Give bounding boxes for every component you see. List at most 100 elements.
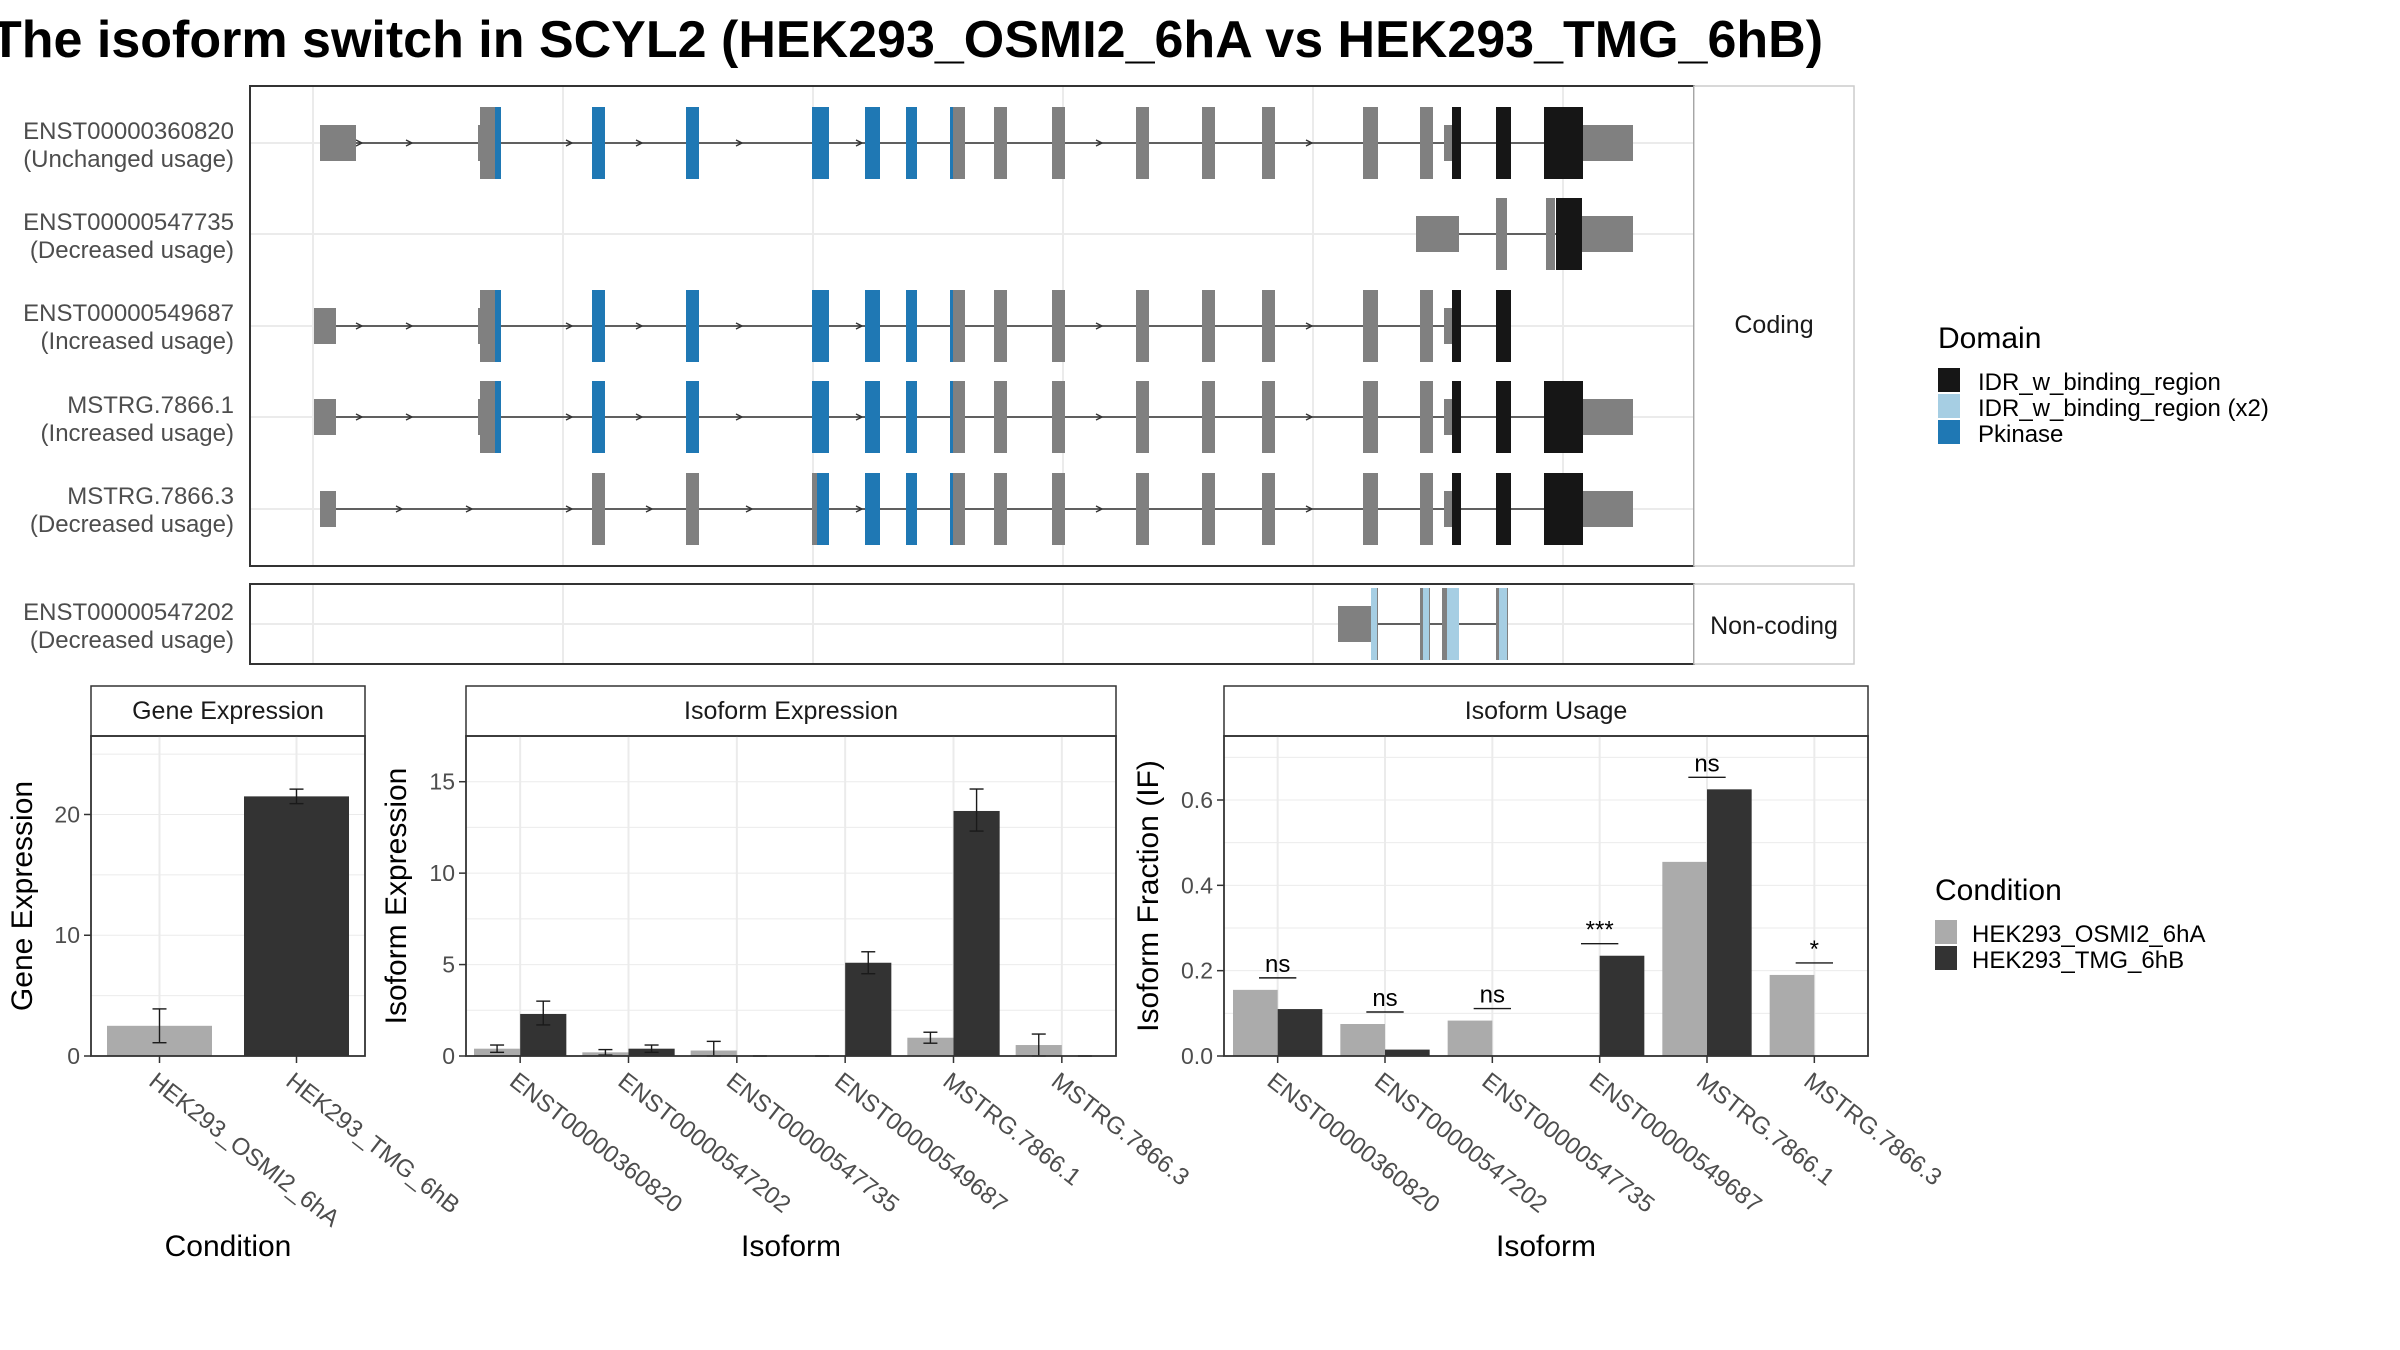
bar <box>1662 861 1707 1056</box>
exon-block <box>865 290 880 362</box>
exon-block <box>994 473 1007 545</box>
exon-block <box>817 473 829 545</box>
transcript-usage: (Decreased usage) <box>30 511 234 538</box>
exon-block <box>1338 606 1371 642</box>
exon-block <box>953 381 965 453</box>
y-tick-label: 10 <box>429 860 455 886</box>
exon-block <box>320 491 336 527</box>
direction-arrow <box>635 139 644 147</box>
significance-label: ns <box>1265 951 1290 978</box>
exon-block <box>686 290 699 362</box>
exon-block <box>1420 381 1433 453</box>
panel-strip <box>465 685 1117 737</box>
y-tick-label: 0 <box>442 1043 455 1069</box>
exon-block <box>1496 473 1511 545</box>
exon-block <box>865 107 880 179</box>
transcript-id: MSTRG.7866.3 <box>67 483 234 510</box>
x-axis-title: Isoform <box>1496 1230 1596 1263</box>
direction-arrow <box>735 322 744 330</box>
exon-block <box>1452 290 1461 362</box>
exon-block <box>1052 473 1065 545</box>
direction-arrow <box>405 413 414 421</box>
exon-block <box>1583 399 1633 435</box>
exon-block <box>592 107 605 179</box>
domain-legend-swatch <box>1938 420 1960 444</box>
chart-title: Isoform Expression <box>684 697 898 725</box>
transcript-id: ENST00000549687 <box>23 300 234 327</box>
exon-block <box>592 473 605 545</box>
exon-block <box>1496 290 1511 362</box>
direction-arrow <box>645 505 654 513</box>
direction-arrow <box>565 505 574 513</box>
bar <box>953 810 1000 1056</box>
panel-border <box>90 735 366 1057</box>
domain-legend-swatch <box>1938 394 1960 418</box>
direction-arrow <box>355 413 364 421</box>
transcript-id: MSTRG.7866.1 <box>67 392 234 419</box>
exon-block <box>1202 381 1215 453</box>
bar <box>1233 989 1278 1056</box>
exon-block <box>480 290 495 362</box>
exon-block <box>906 290 917 362</box>
direction-arrow <box>855 505 864 513</box>
condition-legend-label: HEK293_TMG_6hB <box>1972 947 2184 974</box>
significance-label: ns <box>1694 750 1719 777</box>
exon-block <box>1262 381 1275 453</box>
x-tick-label: ENST00000360820 <box>1262 1067 1445 1218</box>
exon-block <box>1556 198 1582 270</box>
exon-block <box>1452 381 1461 453</box>
isoform-expression-chart: Isoform Expression051015ENST00000360820E… <box>380 685 1194 1263</box>
exon-block <box>1052 290 1065 362</box>
exon-block <box>865 381 880 453</box>
exon-block <box>1202 473 1215 545</box>
exon-block <box>1136 107 1149 179</box>
y-axis-title: Isoform Expression <box>380 768 413 1025</box>
exon-block <box>1363 381 1378 453</box>
exon-block <box>314 308 336 344</box>
direction-arrow <box>1305 505 1314 513</box>
direction-arrow <box>355 322 364 330</box>
x-axis-title: Condition <box>165 1230 292 1263</box>
direction-arrow <box>465 505 474 513</box>
y-tick-label: 0.0 <box>1181 1043 1213 1069</box>
y-tick-label: 0.2 <box>1181 958 1213 984</box>
exon-block <box>953 473 965 545</box>
exon-block <box>1136 381 1149 453</box>
direction-arrow <box>735 413 744 421</box>
direction-arrow <box>405 322 414 330</box>
structure-panel-coding <box>249 85 1695 567</box>
domain-legend-label: IDR_w_binding_region (x2) <box>1978 395 2269 422</box>
exon-block <box>1262 107 1275 179</box>
domain-legend-swatch <box>1938 368 1960 392</box>
exon-block <box>1452 107 1461 179</box>
exon-block <box>686 473 699 545</box>
direction-arrow <box>565 322 574 330</box>
exon-block <box>592 381 605 453</box>
exon-block <box>1136 290 1149 362</box>
chart-title: Isoform Usage <box>1465 697 1628 725</box>
direction-arrow <box>355 139 364 147</box>
exon-block <box>1496 381 1511 453</box>
panel-border <box>465 735 1117 1057</box>
exon-block <box>994 290 1007 362</box>
direction-arrow <box>395 505 404 513</box>
exon-block <box>1442 588 1450 660</box>
exon-block <box>1136 473 1149 545</box>
condition-legend-title: Condition <box>1935 874 2062 907</box>
y-tick-label: 15 <box>429 769 455 795</box>
direction-arrow <box>1305 139 1314 147</box>
structure-panel-noncoding <box>249 583 1695 665</box>
x-tick-label: ENST00000547202 <box>1369 1067 1552 1218</box>
facet-strip-noncoding: Non-coding <box>1693 583 1855 665</box>
exon-block <box>1544 473 1583 545</box>
x-tick-label: ENST00000547735 <box>1477 1067 1660 1218</box>
exon-block <box>314 399 336 435</box>
exon-block <box>480 381 495 453</box>
transcript-id: ENST00000360820 <box>23 118 234 145</box>
direction-arrow <box>1095 139 1104 147</box>
exon-block <box>906 381 917 453</box>
exon-block <box>1262 290 1275 362</box>
exon-block <box>1582 216 1633 252</box>
direction-arrow <box>1305 322 1314 330</box>
